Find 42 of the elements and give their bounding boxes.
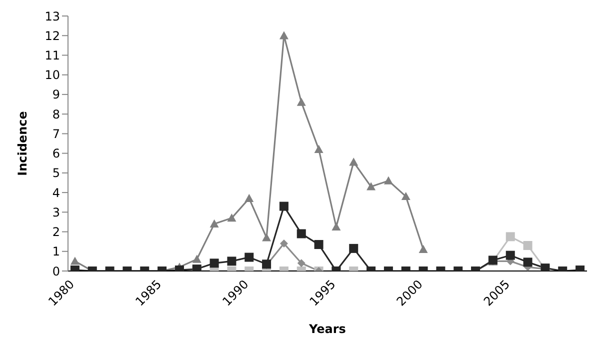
y-tick-label: 10 (44, 68, 60, 82)
y-tick-label: 7 (52, 126, 60, 141)
point (244, 252, 254, 262)
y-tick-label: 0 (52, 264, 60, 278)
point (70, 256, 80, 265)
point (244, 194, 254, 202)
point (279, 202, 288, 211)
point (366, 182, 376, 190)
point (227, 214, 236, 222)
y-tick-label: 2 (52, 225, 60, 240)
y-tick-label: 12 (44, 28, 60, 43)
y-tick-label: 8 (52, 107, 60, 122)
point (506, 232, 515, 242)
point (297, 259, 306, 268)
y-tick-label: 6 (52, 146, 60, 161)
point (210, 219, 219, 228)
point (262, 233, 272, 242)
point (210, 258, 219, 268)
point (523, 258, 532, 267)
point (296, 229, 306, 238)
point (349, 244, 358, 253)
y-tick-label: 11 (44, 48, 60, 62)
point (314, 144, 324, 153)
point (349, 158, 358, 166)
point (401, 192, 410, 200)
y-axis-title: Incidence (15, 111, 30, 176)
point (227, 256, 236, 266)
point (280, 240, 288, 248)
point (192, 254, 202, 263)
point (418, 244, 428, 254)
y-tick-label: 4 (52, 186, 60, 200)
y-tick-label: 5 (52, 166, 60, 180)
point (314, 240, 324, 250)
y-tick-label: 13 (44, 9, 60, 24)
x-axis-title: Years (308, 322, 346, 336)
point (523, 241, 532, 250)
y-tick-label: 9 (52, 88, 60, 102)
point (384, 176, 393, 184)
point (506, 250, 515, 260)
y-tick-label: 1 (52, 244, 60, 259)
point (332, 222, 341, 230)
y-tick-label: 3 (52, 205, 60, 220)
